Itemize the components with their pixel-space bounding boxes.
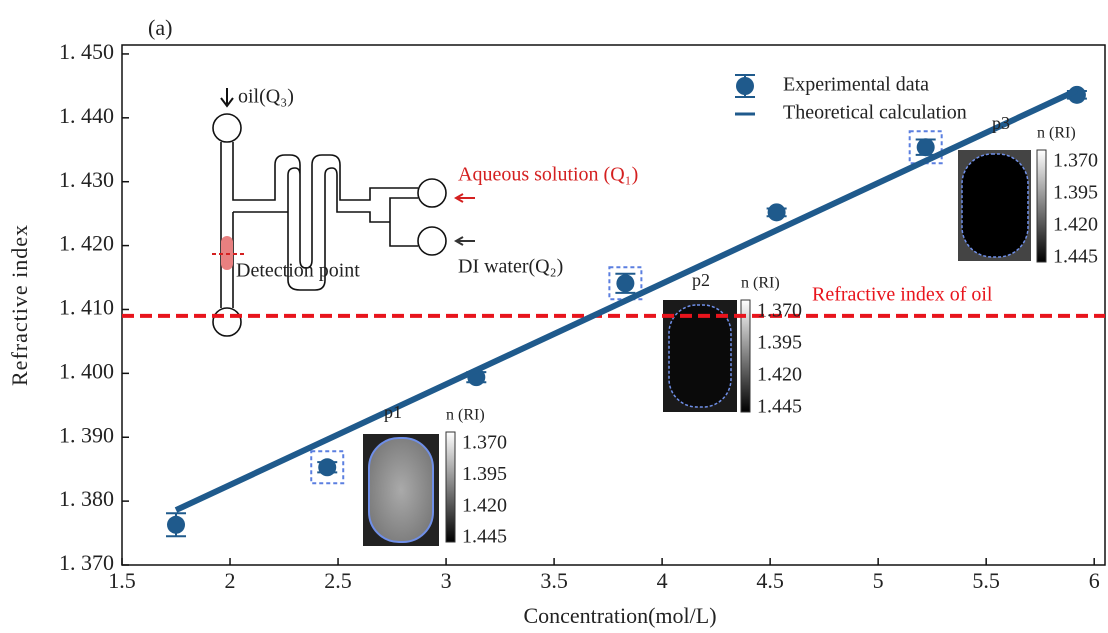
y-tick-label: 1. 400 (59, 358, 114, 383)
x-tick-label: 4 (657, 568, 668, 593)
x-tick-label: 1.5 (108, 568, 136, 593)
panel-label: (a) (148, 15, 172, 40)
y-tick-label: 1. 390 (59, 422, 114, 447)
diagram-label: Detection point (236, 260, 360, 282)
colorbar-tick-label: 1.420 (462, 494, 507, 516)
colorbar-title: n (RI) (741, 275, 780, 292)
x-axis-label: Concentration(mol/L) (523, 603, 716, 628)
x-tick-label: 5 (873, 568, 884, 593)
y-tick-label: 1. 370 (59, 550, 114, 575)
reference-label: Refractive index of oil (812, 283, 993, 305)
data-point (318, 458, 336, 476)
colorbar-tick-label: 1.420 (1053, 214, 1098, 236)
inset-label: p2 (692, 270, 710, 290)
y-tick-label: 1. 450 (59, 39, 114, 64)
inset-images (363, 150, 1046, 546)
y-tick-label: 1. 380 (59, 486, 114, 511)
colorbar-tick-label: 1.445 (462, 526, 507, 548)
inset-label: p3 (992, 113, 1010, 133)
x-tick-label: 3.5 (540, 568, 568, 593)
y-axis-label: Refractive index (7, 224, 32, 386)
colorbar-tick-label: 1.370 (757, 300, 802, 322)
colorbar-tick-label: 1.395 (462, 463, 507, 485)
chip-diagram (212, 88, 475, 336)
colorbar-tick-label: 1.445 (1053, 246, 1098, 268)
x-tick-label: 2.5 (324, 568, 352, 593)
data-point (917, 138, 935, 156)
x-tick-label: 3 (441, 568, 452, 593)
legend-label: Experimental data (783, 74, 929, 96)
data-point (768, 203, 786, 221)
legend-label: Theoretical calculation (783, 102, 967, 124)
inset-label: p1 (384, 402, 402, 422)
legend-symbol (736, 77, 754, 95)
colorbar-tick-label: 1.445 (757, 396, 802, 418)
diagram-label: Aqueous solution (Q₁) (458, 164, 638, 186)
colorbar-tick-label: 1.370 (1053, 150, 1098, 172)
y-tick-label: 1. 410 (59, 295, 114, 320)
y-tick-label: 1. 440 (59, 103, 114, 128)
diagram-label: DI water(Q₂) (458, 256, 563, 278)
x-tick-label: 4.5 (756, 568, 784, 593)
data-point (616, 274, 634, 292)
colorbar-tick-label: 1.395 (1053, 182, 1098, 204)
colorbar-tick-label: 1.395 (757, 332, 802, 354)
data-point (167, 516, 185, 534)
x-tick-label: 6 (1089, 568, 1100, 593)
chart: (a) Concentration(mol/L) Refractive inde… (0, 0, 1108, 633)
colorbar-title: n (RI) (446, 407, 485, 424)
colorbar-tick-label: 1.420 (757, 364, 802, 386)
diagram-label: oil(Q₃) (238, 86, 294, 108)
colorbar-title: n (RI) (1037, 125, 1076, 142)
y-tick-label: 1. 430 (59, 167, 114, 192)
x-tick-label: 2 (225, 568, 236, 593)
y-tick-label: 1. 420 (59, 231, 114, 256)
x-tick-label: 5.5 (972, 568, 1000, 593)
colorbar-tick-label: 1.370 (462, 432, 507, 454)
